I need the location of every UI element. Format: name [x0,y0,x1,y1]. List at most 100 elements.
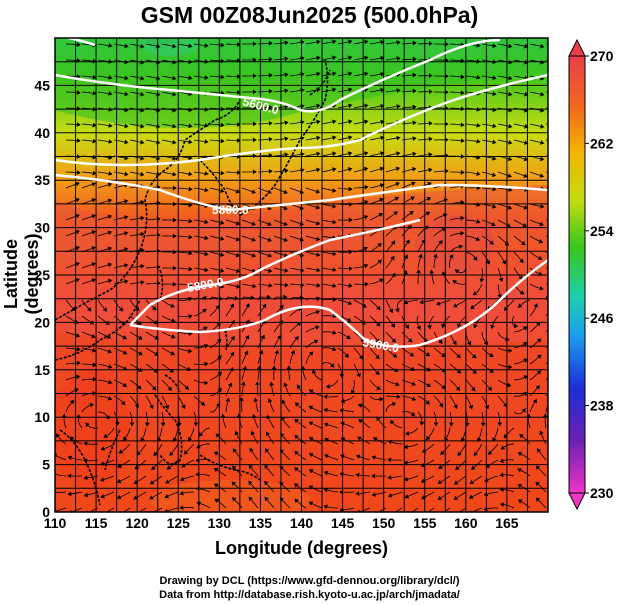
streamline [225,397,231,413]
streamline [450,169,465,175]
streamline [97,395,113,401]
streamline [241,295,255,301]
streamline [433,213,448,221]
streamline [485,459,499,468]
streamline [65,58,81,63]
streamline [239,397,244,413]
streamline [433,253,438,269]
colorbar-label: 238 [590,398,614,414]
streamline [535,465,547,477]
streamline [279,449,291,461]
streamline [65,74,81,79]
streamline [133,475,147,485]
streamline [209,304,220,317]
streamline [390,419,403,429]
streamline [161,171,177,177]
plot-frame [54,37,549,513]
y-tick-label: 40 [34,125,50,141]
streamline [453,491,467,500]
streamline [449,379,461,391]
streamline [369,395,384,402]
streamline [369,135,385,141]
streamline [513,267,523,280]
streamline [481,75,497,81]
streamline [456,315,467,328]
streamline [433,240,443,253]
streamline [300,365,307,381]
streamline [481,219,496,227]
streamline [469,475,483,485]
streamline [481,186,497,192]
streamline [353,184,369,190]
streamline [517,468,531,477]
streamline [305,103,321,109]
streamline [376,416,387,429]
streamline [209,90,225,96]
streamline [513,326,528,333]
streamline [321,251,337,257]
streamline [385,315,396,328]
streamline [225,283,241,289]
streamline [271,365,277,381]
streamline [241,365,248,381]
streamline [177,43,193,49]
streamline [433,379,446,390]
streamline [321,187,337,193]
streamline [177,91,193,97]
streamline [305,167,321,173]
streamline [65,261,80,269]
streamline [209,219,225,225]
y-axis-label: Latitude (degrees) [1,233,42,315]
colorbar-bottom-arrow [568,492,586,511]
streamline [385,347,398,358]
x-tick-label: 130 [208,515,232,531]
streamline [225,235,241,242]
streamline [193,187,209,193]
streamline [481,139,497,145]
streamline [417,211,431,221]
streamline [427,315,435,330]
y-tick-label: 45 [34,77,50,93]
streamline [321,267,337,273]
streamline [465,138,481,144]
streamline [529,171,545,178]
streamline [337,249,353,255]
contour-label-5800-b: 5800.0 [186,275,225,295]
streamline [65,229,80,237]
streamline [425,427,435,441]
streamline [452,299,467,308]
streamline [161,331,176,339]
streamline [497,139,513,145]
streamline [225,106,241,111]
streamline [129,331,143,340]
streamline [286,365,292,381]
streamline [353,215,369,221]
streamline [337,283,353,288]
streamline [385,394,401,400]
streamline [145,347,159,356]
streamline [369,71,385,77]
streamline [305,39,321,45]
streamline [325,379,339,389]
streamline [369,166,385,173]
streamline [387,491,403,498]
streamline [209,42,225,48]
streamline [437,475,451,484]
streamline [433,411,439,427]
streamline [323,487,339,493]
streamline [529,321,541,333]
streamline [443,507,451,512]
streamline [144,411,150,427]
streamline [161,43,177,49]
streamline [497,171,512,178]
streamline [369,315,381,327]
streamline [449,122,465,128]
streamline [279,497,291,509]
colorbar-label: 254 [590,223,614,239]
streamline [357,403,371,413]
streamline [457,443,467,457]
streamline [97,299,108,312]
streamline [513,408,527,415]
streamline [321,55,337,61]
streamline [449,74,465,80]
